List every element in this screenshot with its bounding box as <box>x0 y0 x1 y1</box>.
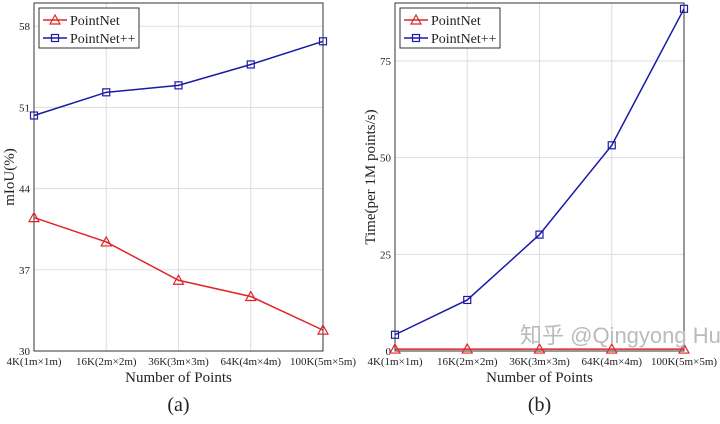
x-tick-label: 16K(2m×2m) <box>437 356 498 368</box>
y-tick-label: 58 <box>19 21 31 33</box>
data-point <box>535 230 544 239</box>
data-point <box>533 342 546 354</box>
data-point <box>605 342 618 354</box>
series-line-PointNet++ <box>33 40 324 117</box>
watermark: 知乎 @Qingyong Hu <box>520 323 720 348</box>
x-tick-label: 100K(5m×5m) <box>290 356 356 368</box>
data-point <box>461 342 474 354</box>
legend-label: PointNet++ <box>431 32 497 47</box>
series-line-PointNet <box>33 216 324 331</box>
data-point <box>100 235 113 247</box>
x-tick-label: 36K(3m×3m) <box>148 356 209 368</box>
legend-marker <box>409 13 423 25</box>
plot-frame <box>394 2 685 352</box>
data-point <box>463 295 472 305</box>
data-point <box>244 290 257 302</box>
x-tick-label: 16K(2m×2m) <box>76 356 137 368</box>
legend-label: PointNet++ <box>70 32 136 47</box>
data-point <box>390 330 400 339</box>
y-tick-label: 0 <box>386 346 392 358</box>
data-point <box>27 211 41 223</box>
x-tick-label: 36K(3m×3m) <box>509 356 570 368</box>
data-point <box>679 4 689 13</box>
x-axis-label: Number of Points <box>486 370 593 386</box>
panel-label: (a) <box>167 394 189 416</box>
x-tick-label: 64K(4m×4m) <box>220 356 281 368</box>
y-tick-label: 75 <box>380 56 392 68</box>
y-tick-label: 50 <box>380 153 392 165</box>
plot-frame <box>33 2 324 352</box>
legend-marker <box>50 33 60 43</box>
data-point <box>607 141 616 150</box>
x-tick-label: 100K(5m×5m) <box>651 356 717 368</box>
y-tick-label: 37 <box>19 265 31 277</box>
panel-label: (b) <box>528 394 551 416</box>
data-point <box>677 342 691 354</box>
data-point <box>102 88 111 97</box>
y-axis-label: mIoU(%) <box>2 148 18 205</box>
data-point <box>316 323 330 335</box>
data-point <box>29 111 39 120</box>
data-point <box>388 342 402 354</box>
legend-marker <box>411 33 421 43</box>
x-tick-label: 4K(1m×1m) <box>367 356 422 368</box>
y-tick-label: 44 <box>19 184 31 196</box>
data-point <box>174 81 183 90</box>
series-line-PointNet++ <box>394 8 685 336</box>
x-tick-label: 4K(1m×1m) <box>6 356 61 368</box>
legend-label: PointNet <box>431 14 481 29</box>
y-tick-label: 25 <box>380 249 392 261</box>
x-axis-label: Number of Points <box>125 370 232 386</box>
legend-label: PointNet <box>70 14 120 29</box>
y-tick-label: 51 <box>19 102 30 114</box>
legend-marker <box>48 13 62 25</box>
y-tick-label: 30 <box>19 346 31 358</box>
data-point <box>318 37 328 46</box>
data-point <box>246 60 255 69</box>
y-axis-label: Time(per 1M points/s) <box>363 109 379 244</box>
data-point <box>172 274 185 285</box>
x-tick-label: 64K(4m×4m) <box>581 356 642 368</box>
